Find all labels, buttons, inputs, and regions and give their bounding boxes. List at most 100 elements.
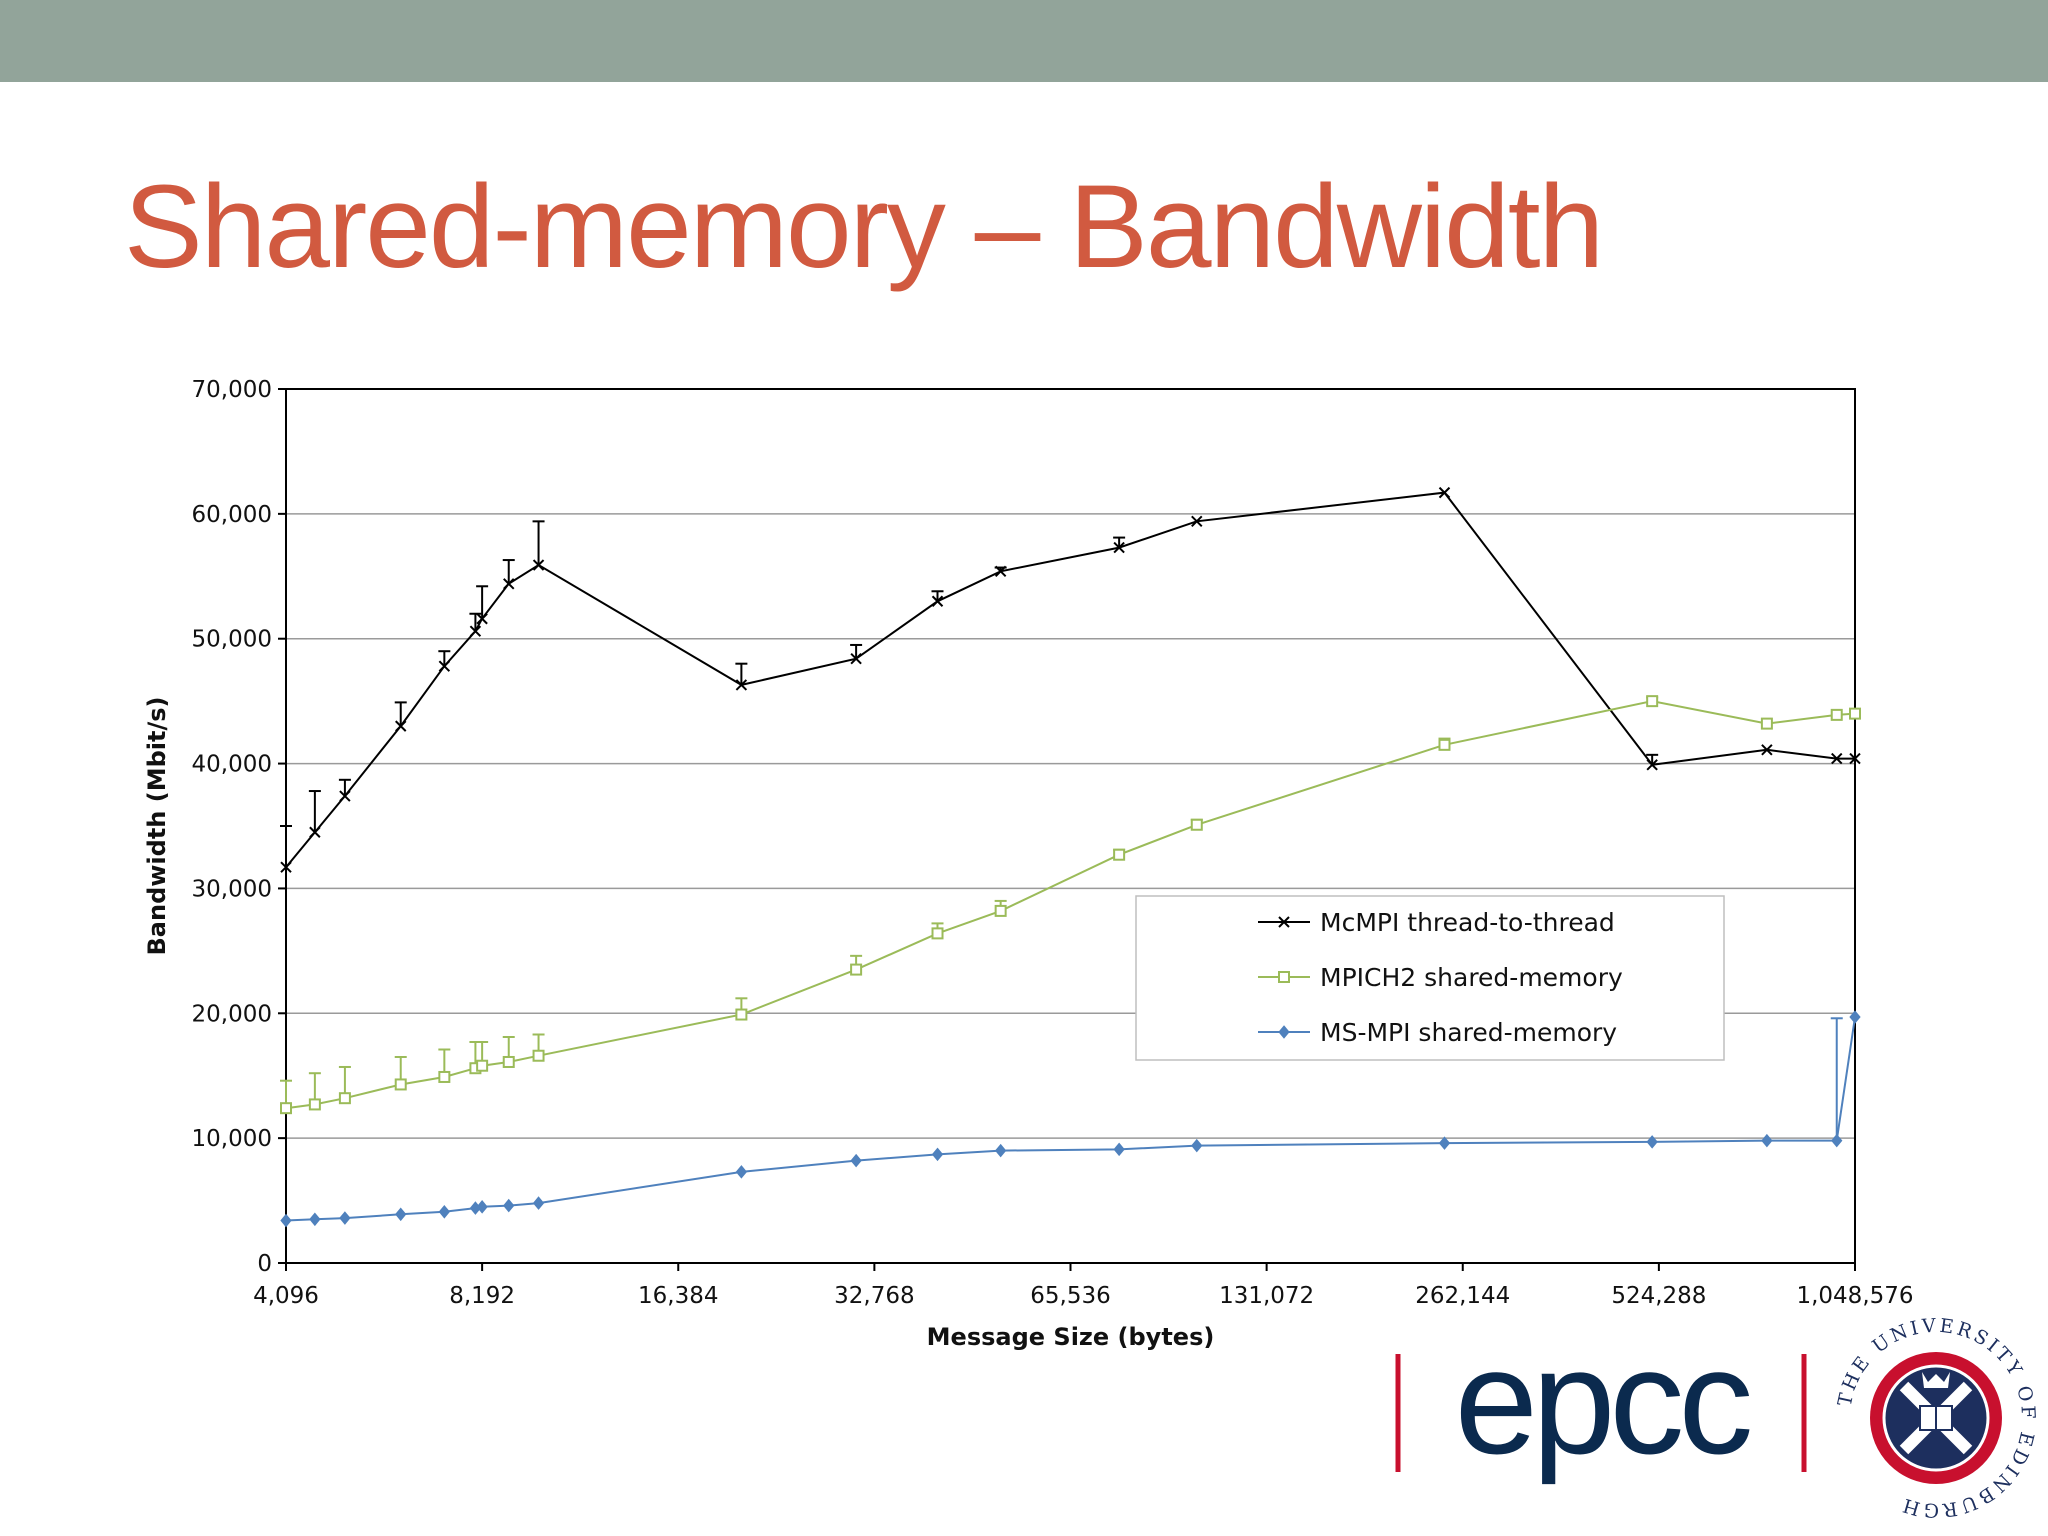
data-point (438, 1070, 451, 1083)
series-diamond (280, 1010, 1861, 1228)
y-tick-label: 40,000 (192, 752, 272, 778)
data-point (850, 963, 863, 976)
x-axis-ticks: 4,096 8,192 16,384 32,768 65,536 131,072 262,1… (253, 1263, 1914, 1309)
legend-label: MS-MPI shared-memory (1320, 1018, 1617, 1047)
series-line (285, 491, 1855, 868)
data-point (1278, 916, 1290, 928)
data-point (931, 595, 944, 607)
legend-label: MPICH2 shared-memory (1320, 963, 1623, 992)
legend: McMPI thread-to-thread MPICH2 shared-memo… (1135, 895, 1725, 1061)
y-tick-label: 30,000 (192, 876, 272, 902)
data-point (280, 861, 292, 873)
series-line (285, 1016, 1856, 1222)
data-point (309, 826, 321, 838)
x-tick-label: 4,096 (253, 1283, 319, 1309)
series-square (280, 695, 1861, 1115)
data-point (395, 720, 407, 732)
data-point (503, 1198, 515, 1213)
data-point (280, 1213, 292, 1228)
data-point (395, 1207, 407, 1222)
plot-frame (285, 388, 1856, 1264)
top-banner (0, 0, 2048, 82)
data-point (1190, 818, 1203, 831)
data-point (1760, 717, 1773, 730)
x-tick-label: 8,192 (449, 1283, 515, 1309)
data-point (931, 927, 944, 940)
series-x (280, 486, 1861, 873)
data-point (503, 578, 515, 590)
x-axis-label: Message Size (bytes) (927, 1323, 1215, 1351)
epcc-logo: epcc (1395, 1340, 1807, 1485)
y-tick-label: 20,000 (192, 1001, 272, 1027)
data-point (1830, 708, 1843, 721)
data-point (532, 1049, 545, 1062)
y-tick-label: 50,000 (192, 627, 272, 653)
data-point (1438, 486, 1451, 499)
epcc-wordmark: epcc (1455, 1340, 1751, 1485)
series-layer (280, 486, 1861, 1228)
y-tick-label: 60,000 (192, 502, 272, 528)
legend-label: McMPI thread-to-thread (1320, 908, 1615, 937)
data-point (1831, 1133, 1843, 1148)
data-point (1191, 515, 1203, 528)
series-line (285, 700, 1856, 1110)
data-point (735, 1165, 748, 1179)
y-tick-label: 0 (257, 1251, 272, 1277)
x-tick-label: 524,288 (1611, 1283, 1706, 1309)
data-point (1278, 1025, 1290, 1039)
data-point (308, 1098, 321, 1111)
x-tick-label: 16,384 (638, 1283, 718, 1309)
data-point (850, 652, 862, 665)
x-tick-label: 32,768 (834, 1283, 914, 1309)
data-point (931, 1147, 944, 1162)
data-point (1646, 1135, 1658, 1149)
data-point (1849, 1010, 1861, 1024)
legend-box (1135, 895, 1725, 1061)
data-point (735, 1008, 748, 1021)
data-point (338, 1092, 351, 1105)
data-point (1761, 744, 1773, 756)
y-tick-label: 70,000 (192, 377, 272, 403)
data-point (394, 1078, 407, 1091)
data-point (1849, 752, 1861, 765)
data-point (995, 1143, 1007, 1158)
y-axis-ticks: 0 10,000 20,000 30,000 40,000 50,000 60,000 70,… (192, 377, 286, 1277)
data-point (994, 904, 1007, 917)
data-point (532, 559, 545, 571)
data-point (994, 565, 1007, 577)
gridlines (286, 513, 1855, 1139)
data-point (1761, 1133, 1773, 1148)
data-point (469, 625, 482, 637)
data-point (1113, 541, 1125, 554)
data-point (1113, 1142, 1125, 1157)
data-point (850, 1153, 862, 1168)
y-tick-label: 10,000 (192, 1126, 272, 1152)
data-point (339, 790, 351, 802)
x-tick-label: 131,072 (1219, 1283, 1314, 1309)
data-point (339, 1211, 351, 1225)
data-point (476, 1059, 489, 1072)
x-tick-label: 65,536 (1030, 1283, 1110, 1309)
data-point (532, 1196, 545, 1210)
data-point (476, 1200, 488, 1214)
data-point (1438, 738, 1451, 751)
data-point (1191, 1138, 1203, 1153)
data-point (438, 1205, 450, 1219)
data-point (1849, 707, 1861, 720)
university-crest: THE UNIVERSITY OF EDINBURGH (1836, 1318, 2036, 1518)
x-tick-label: 1,048,576 (1796, 1283, 1913, 1309)
data-point (1438, 1136, 1451, 1150)
data-point (502, 1055, 515, 1068)
data-point (1646, 759, 1658, 771)
data-point (1278, 971, 1290, 983)
data-point (1831, 752, 1843, 765)
data-point (1646, 695, 1659, 708)
data-point (735, 679, 748, 691)
data-point (476, 613, 488, 625)
data-point (280, 1102, 292, 1115)
y-axis-label: Bandwidth (Mbit/s) (143, 697, 171, 956)
x-tick-label: 262,144 (1415, 1283, 1510, 1309)
data-point (309, 1212, 321, 1227)
data-point (1113, 848, 1126, 861)
